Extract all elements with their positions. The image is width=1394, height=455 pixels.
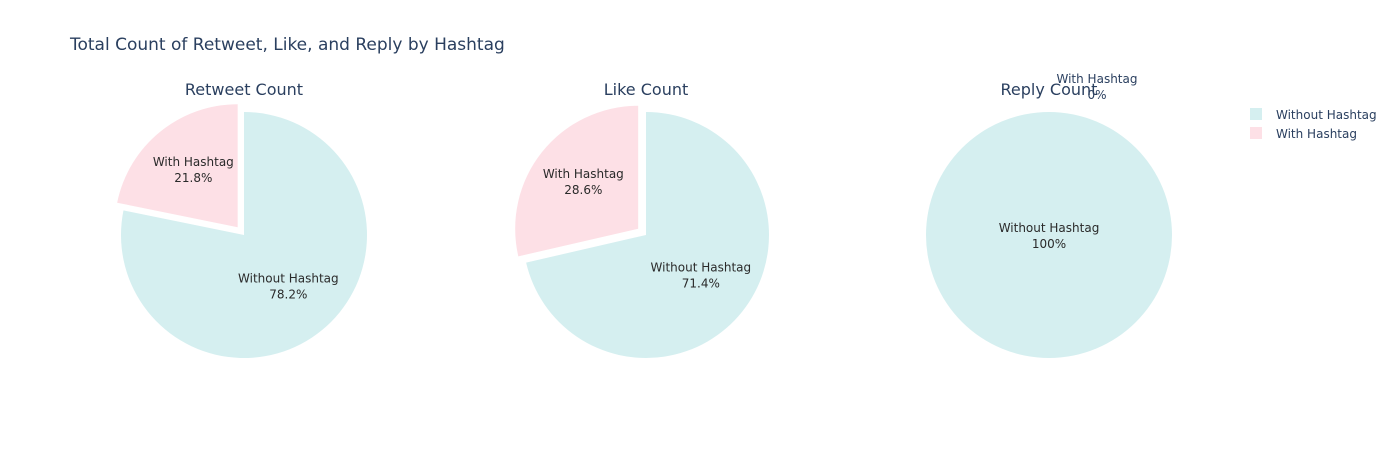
pie-title-retweet: Retweet Count [185, 80, 303, 99]
legend-item-without-hashtag[interactable]: Without Hashtag [1250, 108, 1377, 122]
slice-label-percent: 28.6% [564, 183, 602, 197]
slice-label-name: With Hashtag [1057, 72, 1138, 86]
slice-label-without-hashtag: Without Hashtag 100% [999, 221, 1100, 251]
slice-label-percent: 71.4% [682, 277, 720, 291]
legend-item-with-hashtag[interactable]: With Hashtag [1250, 127, 1357, 141]
slice-label-without-hashtag: Without Hashtag 78.2% [238, 271, 339, 301]
slice-label-name: Without Hashtag [651, 261, 752, 275]
slice-label-name: Without Hashtag [238, 271, 339, 285]
slice-label-name: With Hashtag [543, 167, 624, 181]
legend[interactable]: Without Hashtag With Hashtag [1250, 108, 1377, 141]
pie-slice-without-hashtag[interactable] [526, 112, 769, 358]
legend-swatch-without-hashtag [1250, 108, 1262, 120]
slice-label-percent: 78.2% [269, 287, 307, 301]
legend-swatch-with-hashtag [1250, 127, 1262, 139]
legend-label-with-hashtag: With Hashtag [1276, 127, 1357, 141]
slice-label-name: Without Hashtag [999, 221, 1100, 235]
slice-label-percent: 100% [1032, 237, 1066, 251]
pie-slice-with-hashtag[interactable] [117, 104, 238, 228]
slice-label-with-hashtag: With Hashtag 28.6% [543, 167, 624, 197]
slice-label-with-hashtag: With Hashtag 21.8% [153, 155, 234, 185]
slice-label-percent: 0% [1087, 88, 1106, 102]
slice-label-without-hashtag: Without Hashtag 71.4% [651, 261, 752, 291]
pie-retweet: Retweet Count Without Hashtag 78.2% With H… [117, 80, 367, 358]
pie-slice-without-hashtag[interactable] [120, 112, 367, 358]
pie-slice-with-hashtag[interactable] [515, 105, 639, 257]
legend-label-without-hashtag: Without Hashtag [1276, 108, 1377, 122]
chart-title: Total Count of Retweet, Like, and Reply … [69, 35, 505, 55]
pie-reply: Reply Count Without Hashtag 100% With Hash… [926, 72, 1172, 358]
slice-label-with-hashtag: With Hashtag 0% [1057, 72, 1138, 102]
pie-like: Like Count Without Hashtag 71.4% With Hash… [515, 80, 769, 358]
slice-label-name: With Hashtag [153, 155, 234, 169]
pie-slice-without-hashtag[interactable] [926, 112, 1172, 358]
slice-label-percent: 21.8% [174, 171, 212, 185]
pie-title-like: Like Count [604, 80, 689, 99]
pie-title-reply: Reply Count [1001, 80, 1098, 99]
